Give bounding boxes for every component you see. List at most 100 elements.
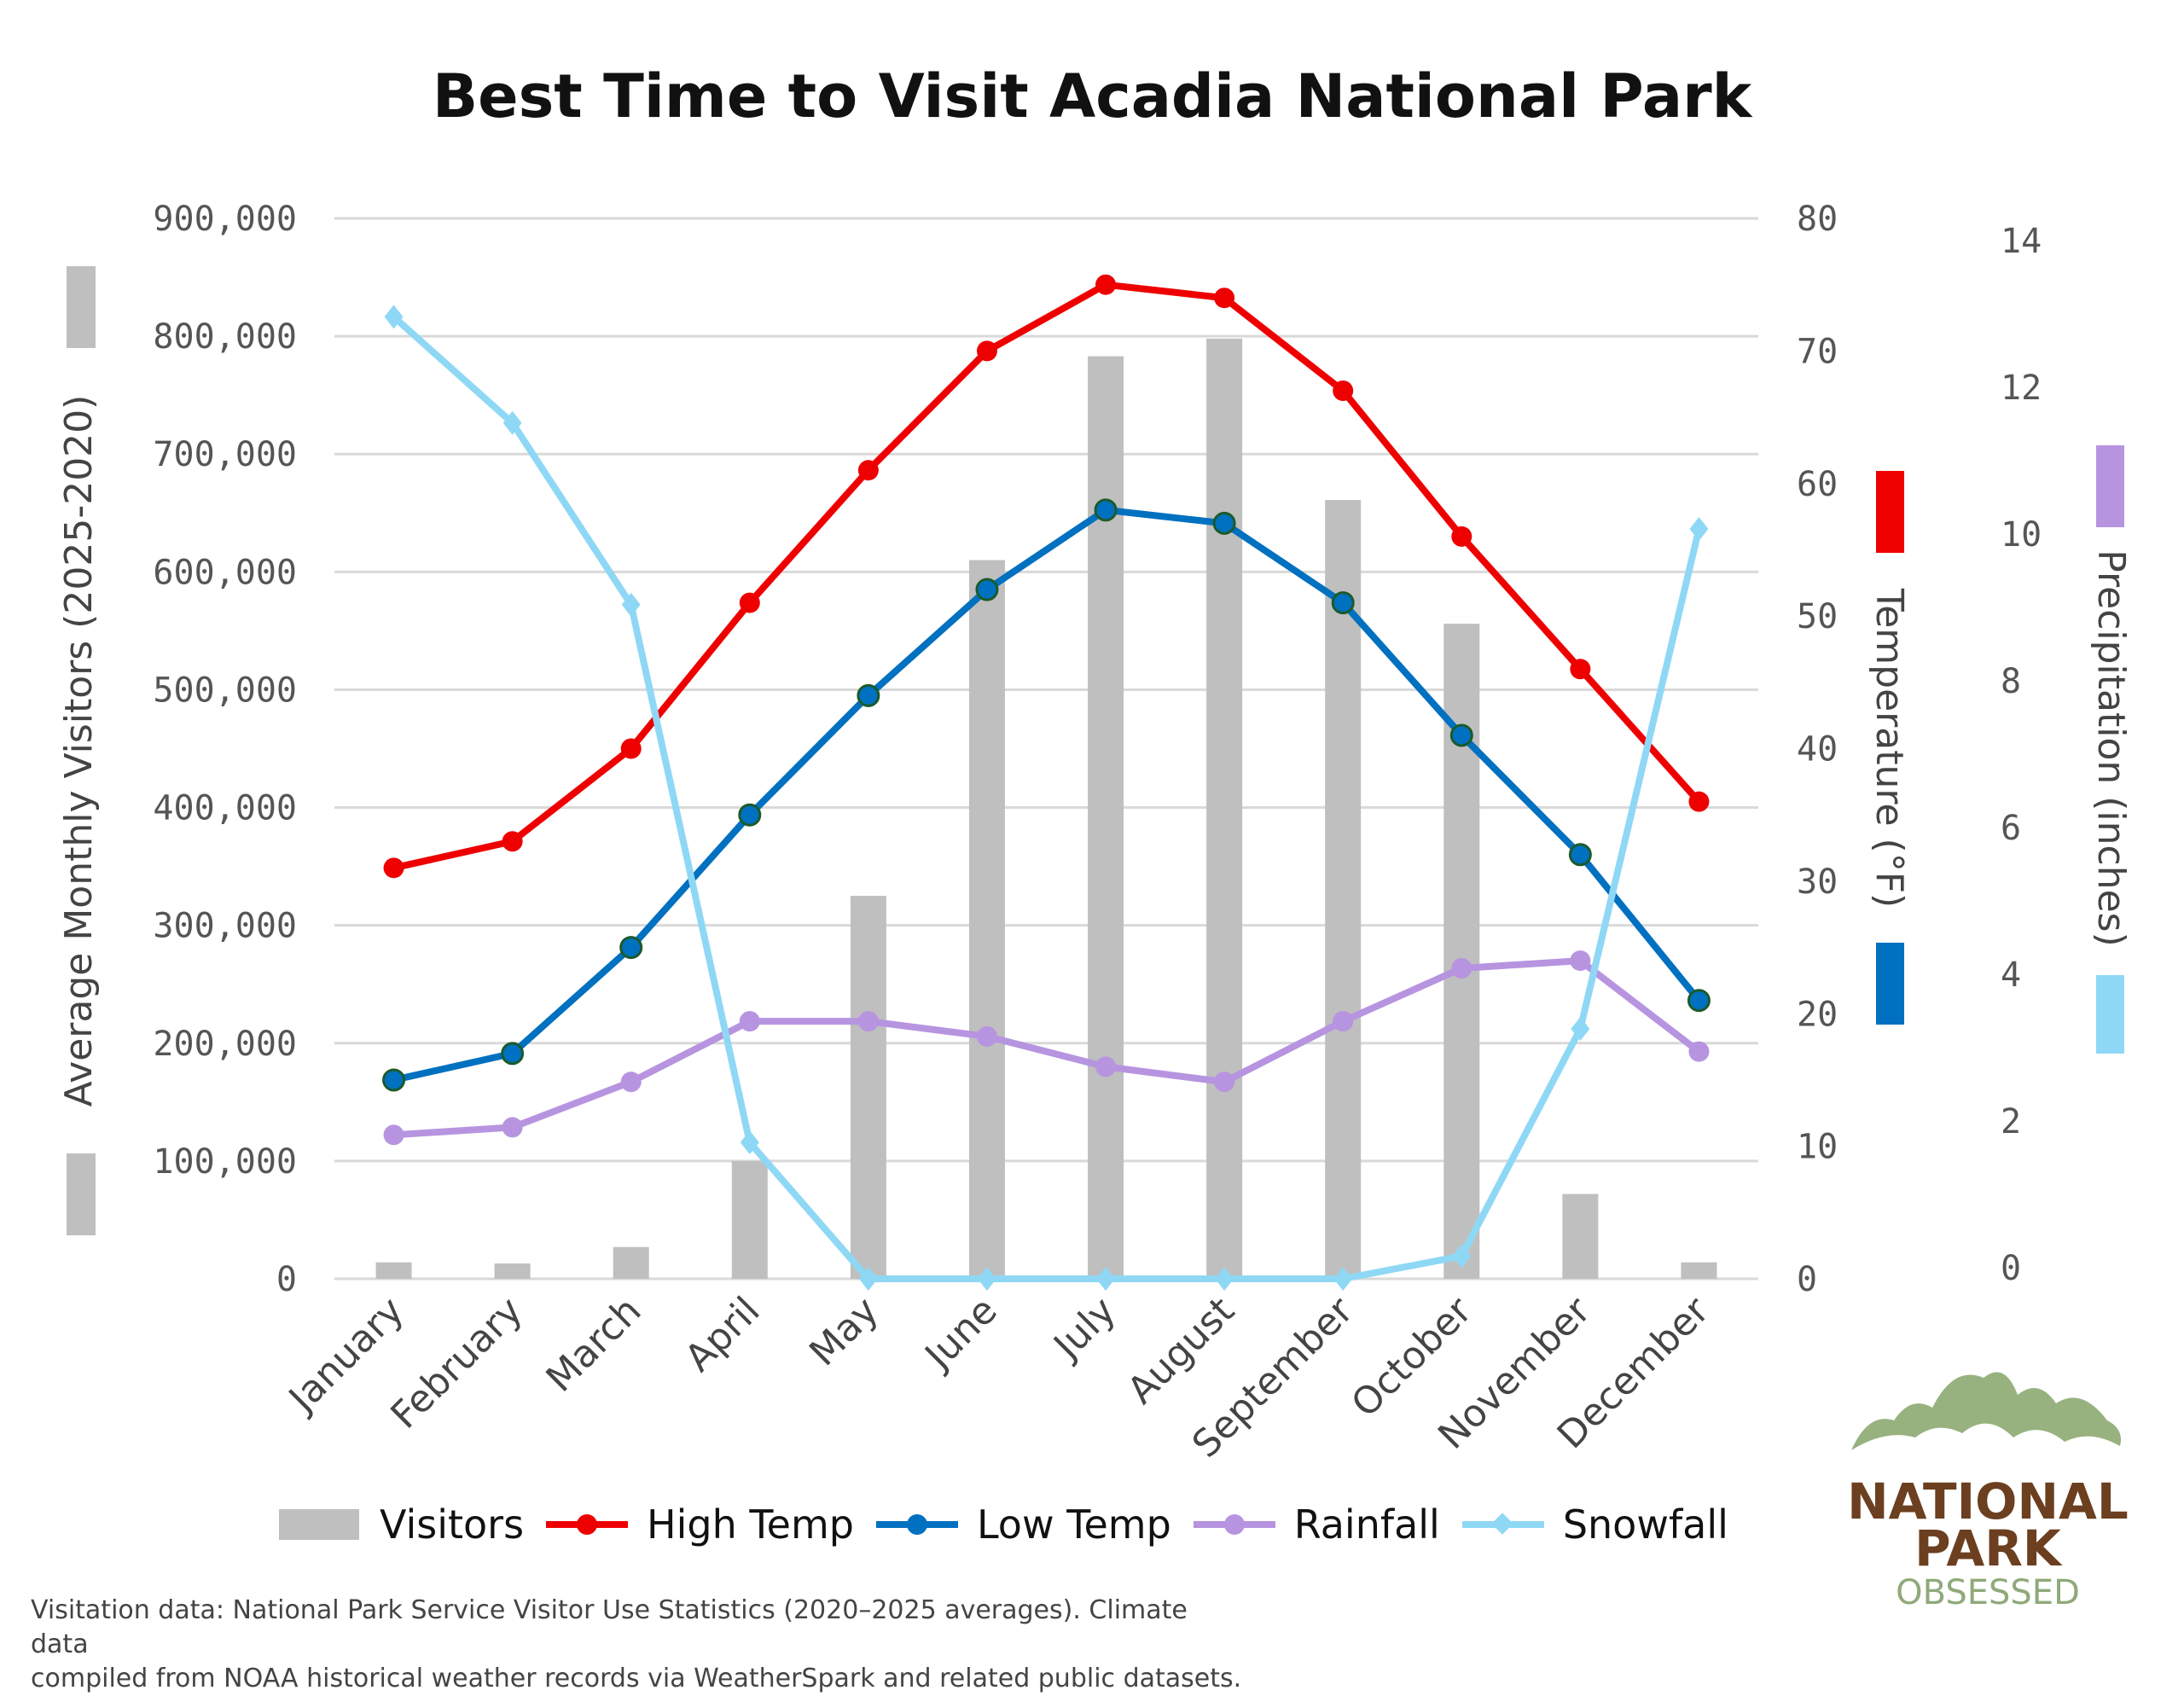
y-precip-tick-label: 14 xyxy=(2001,222,2042,261)
y-precip-tick-label: 10 xyxy=(2001,515,2042,555)
point-rainfall-january xyxy=(383,1124,404,1146)
point-low-temp-november xyxy=(1568,843,1592,867)
point-low-temp-august xyxy=(1212,511,1236,535)
chart-area: 0 100,000 200,000 300,000 400,000 500,000 600,… xyxy=(57,200,2133,1467)
point-high-temp-january xyxy=(383,857,404,879)
y-temp-tick-label: 20 xyxy=(1797,995,1838,1034)
bar-visitors-november xyxy=(1562,1194,1599,1279)
point-rainfall-august xyxy=(1214,1072,1235,1093)
point-low-temp-january xyxy=(382,1068,406,1092)
legend-item-visitors: Visitors xyxy=(279,1501,524,1548)
chart-title: Best Time to Visit Acadia National Park xyxy=(432,61,1752,131)
axis-title-swatch-high-temp xyxy=(1876,471,1904,553)
y-temp-tick-label: 10 xyxy=(1797,1128,1838,1167)
y-temp-tick-label: 70 xyxy=(1797,332,1838,371)
point-snowfall-february xyxy=(502,410,522,435)
point-rainfall-november xyxy=(1570,950,1591,972)
y-precip-tick-label: 12 xyxy=(2001,369,2042,408)
point-high-temp-december xyxy=(1688,791,1710,812)
point-rainfall-july xyxy=(1095,1056,1117,1077)
point-rainfall-may xyxy=(857,1011,879,1032)
bar-visitors-february xyxy=(494,1263,531,1279)
point-low-temp-march xyxy=(619,936,643,960)
mountains-icon xyxy=(1851,1372,2121,1450)
point-low-temp-october xyxy=(1449,723,1473,747)
legend-label: Rainfall xyxy=(1293,1501,1440,1548)
y-precip-tick-label: 0 xyxy=(2001,1249,2021,1288)
logo-text-park: PARK xyxy=(1914,1519,2063,1577)
point-high-temp-march xyxy=(620,738,642,759)
axis-title-swatch-rainfall xyxy=(2096,445,2124,527)
point-low-temp-february xyxy=(501,1042,525,1066)
point-rainfall-december xyxy=(1688,1041,1710,1062)
y-left-tick-label: 300,000 xyxy=(153,907,297,946)
y-left-tick-label: 100,000 xyxy=(153,1142,297,1182)
point-snowfall-october xyxy=(1452,1244,1472,1269)
y-precip-tick-label: 6 xyxy=(2001,809,2021,848)
axis-title-swatch-visitors xyxy=(67,1153,96,1235)
bar-visitors-march xyxy=(613,1246,649,1279)
point-high-temp-july xyxy=(1095,274,1117,295)
legend-item-high-temp: High Temp xyxy=(546,1501,854,1548)
y-left-tick-label: 200,000 xyxy=(153,1025,297,1064)
point-rainfall-september xyxy=(1333,1011,1354,1032)
point-snowfall-may xyxy=(858,1267,878,1291)
point-snowfall-november xyxy=(1571,1017,1590,1042)
x-tick-label-february: February xyxy=(382,1289,531,1438)
point-rainfall-february xyxy=(502,1117,523,1138)
x-tick-label-april: April xyxy=(677,1289,768,1380)
point-high-temp-february xyxy=(502,831,523,852)
line-snowfall xyxy=(391,314,1703,1282)
y-temp-axis-title: Temperature (°F) xyxy=(1867,588,1911,908)
y-left-tick-label: 700,000 xyxy=(153,435,297,474)
point-high-temp-may xyxy=(857,460,879,481)
x-tick-label-june: June xyxy=(915,1289,1006,1379)
point-high-temp-april xyxy=(739,592,760,613)
y-temp-tick-label: 30 xyxy=(1797,863,1838,902)
legend-swatch-rainfall xyxy=(1193,1509,1275,1540)
point-rainfall-october xyxy=(1451,957,1472,979)
point-snowfall-april xyxy=(740,1130,759,1155)
point-rainfall-march xyxy=(620,1072,642,1093)
y-left-tick-label: 900,000 xyxy=(153,200,297,239)
x-tick-label-march: March xyxy=(538,1289,650,1401)
y-precip-tick-label: 2 xyxy=(2001,1102,2021,1141)
point-low-temp-december xyxy=(1687,989,1711,1013)
y-left-axis-title: Average Monthly Visitors (2025-2020) xyxy=(57,395,101,1107)
y-temp-tick-label: 50 xyxy=(1797,597,1838,636)
point-snowfall-september xyxy=(1333,1267,1353,1291)
x-tick-label-august: August xyxy=(1119,1289,1243,1413)
y-left-tick-label: 0 xyxy=(276,1260,297,1299)
axis-title-swatch-snowfall xyxy=(2096,975,2124,1054)
point-high-temp-september xyxy=(1333,380,1354,401)
line-low-temp xyxy=(392,506,1702,1083)
footnote-line-1: Visitation data: National Park Service V… xyxy=(31,1595,1188,1659)
point-low-temp-may xyxy=(857,683,880,707)
point-high-temp-october xyxy=(1451,526,1472,547)
legend: Visitors High Temp Low Temp Rainfall Sno… xyxy=(279,1501,1751,1548)
point-high-temp-june xyxy=(976,340,997,362)
line-high-temp xyxy=(392,281,1702,872)
legend-swatch-low-temp xyxy=(875,1509,958,1540)
bar-visitors-december xyxy=(1681,1262,1717,1279)
y-temp-tick-label: 40 xyxy=(1797,730,1838,770)
point-high-temp-august xyxy=(1214,288,1235,309)
point-snowfall-january xyxy=(384,305,404,329)
y-left-tick-label: 600,000 xyxy=(153,553,297,592)
point-high-temp-november xyxy=(1570,659,1591,680)
point-rainfall-june xyxy=(976,1025,997,1047)
footnote: Visitation data: National Park Service V… xyxy=(31,1594,1242,1696)
logo-text-national: NATIONAL xyxy=(1847,1472,2129,1530)
y-temp-tick-label: 80 xyxy=(1797,200,1838,239)
y-precip-axis-title: Precipitation (inches) xyxy=(2089,549,2133,947)
bar-visitors-september xyxy=(1325,500,1362,1279)
point-rainfall-april xyxy=(739,1011,760,1032)
legend-item-low-temp: Low Temp xyxy=(875,1501,1171,1548)
axis-title-swatch-visitors xyxy=(67,266,96,348)
y-temp-tick-label: 0 xyxy=(1797,1260,1817,1299)
legend-label: Visitors xyxy=(380,1501,525,1548)
y-precip-tick-label: 4 xyxy=(2001,955,2021,995)
y-left-tick-label: 500,000 xyxy=(153,671,297,710)
bar-visitors-may xyxy=(850,896,886,1279)
legend-label: Snowfall xyxy=(1562,1501,1728,1548)
